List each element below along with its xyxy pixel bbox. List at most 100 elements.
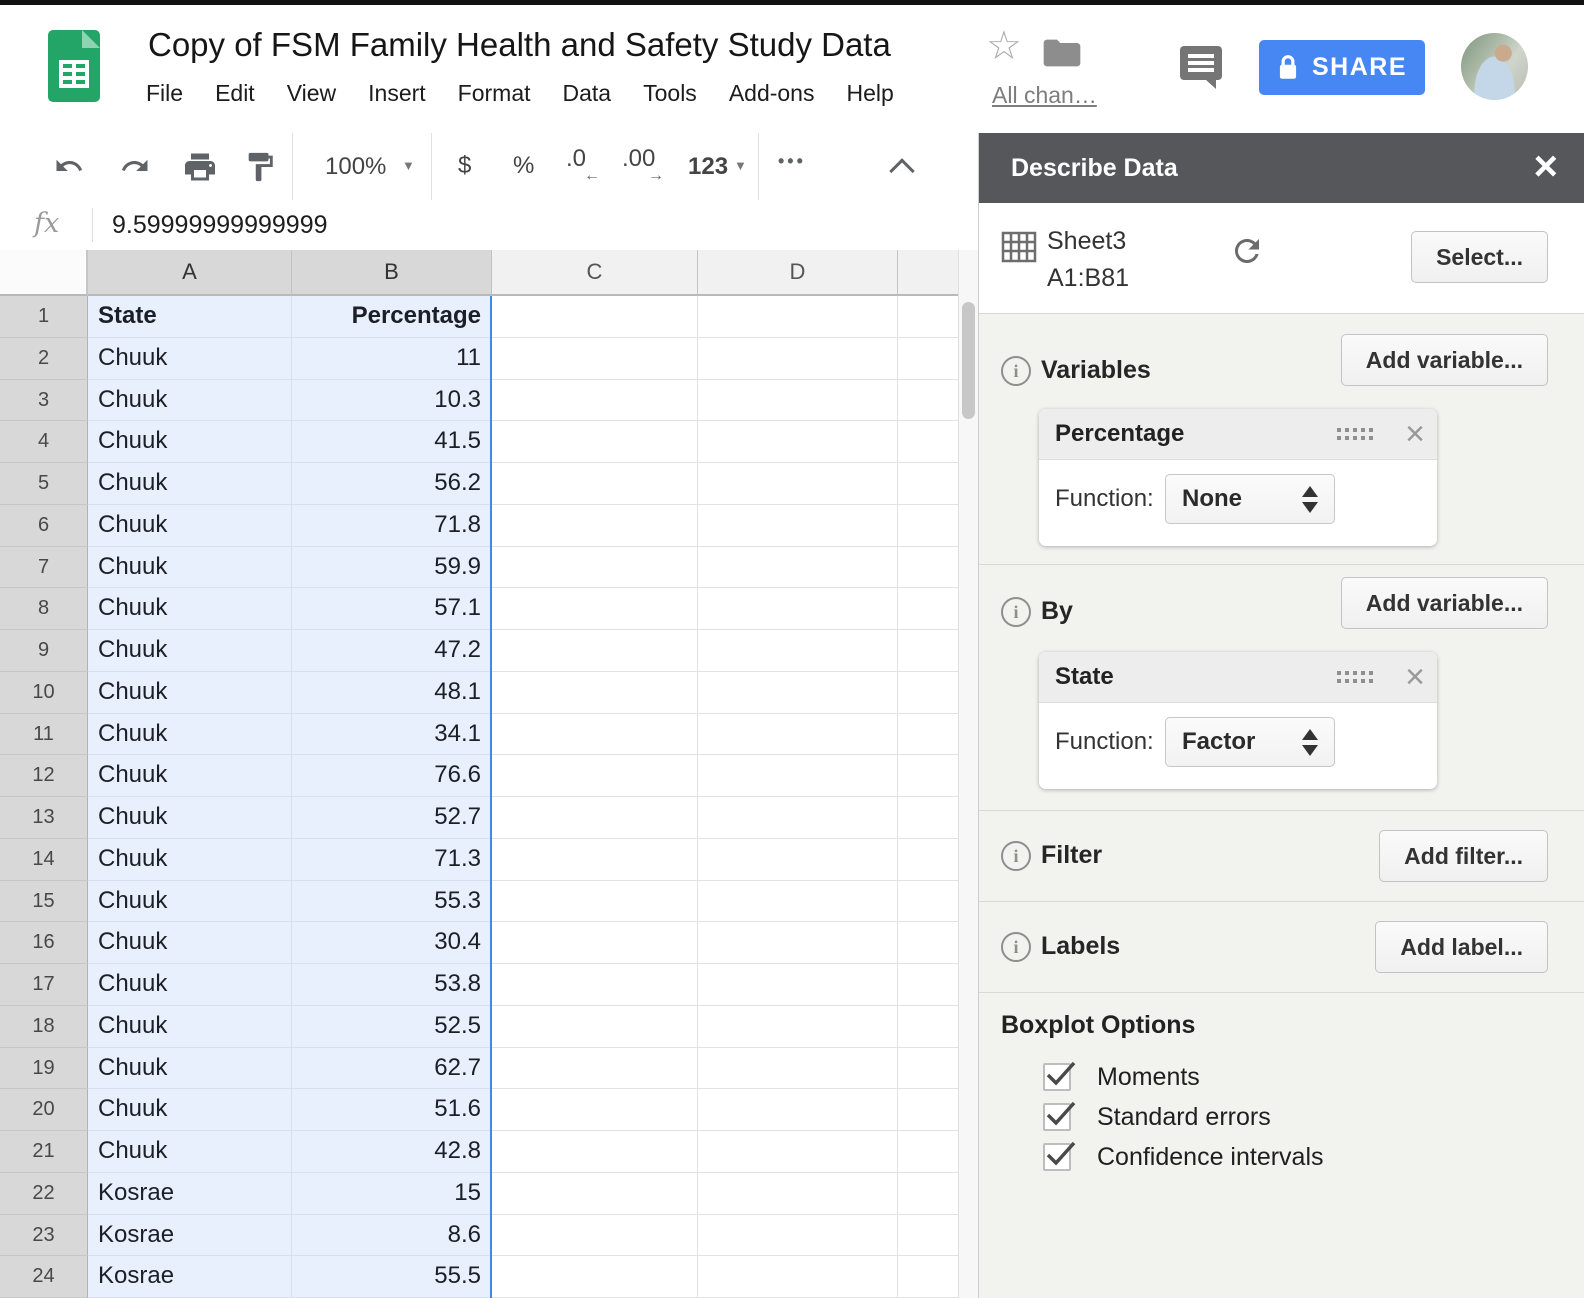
cell-b2[interactable]: 11 <box>292 337 492 380</box>
cell-a13[interactable]: Chuuk <box>88 797 292 839</box>
cell-d19[interactable] <box>698 1047 898 1090</box>
cell-d4[interactable] <box>698 421 898 463</box>
increase-decimals-button[interactable]: .00 <box>622 145 656 172</box>
row-header-13[interactable]: 13 <box>0 797 88 839</box>
zoom-select[interactable]: 100% <box>325 153 387 180</box>
cell-b7[interactable]: 59.9 <box>292 546 492 589</box>
menu-tools[interactable]: Tools <box>643 80 697 106</box>
cell-d18[interactable] <box>698 1005 898 1048</box>
cell-partial-5[interactable] <box>898 463 958 505</box>
cell-b4[interactable]: 41.5 <box>292 421 492 463</box>
cell-a11[interactable]: Chuuk <box>88 713 292 756</box>
cell-c13[interactable] <box>492 797 698 839</box>
cell-c12[interactable] <box>492 755 698 797</box>
checkbox-standard-errors[interactable] <box>1043 1101 1076 1131</box>
cell-c9[interactable] <box>492 630 698 672</box>
row-header-5[interactable]: 5 <box>0 463 88 505</box>
cell-partial-4[interactable] <box>898 421 958 463</box>
cell-partial-19[interactable] <box>898 1048 958 1090</box>
cell-c4[interactable] <box>492 421 698 463</box>
row-header-7[interactable]: 7 <box>0 546 88 589</box>
cell-d3[interactable] <box>698 379 898 422</box>
row-header-3[interactable]: 3 <box>0 379 88 422</box>
cell-partial-6[interactable] <box>898 505 958 547</box>
info-icon[interactable]: i <box>1001 932 1031 962</box>
add-by-variable-button[interactable]: Add variable... <box>1340 577 1548 629</box>
cell-c17[interactable] <box>492 964 698 1006</box>
cell-a4[interactable]: Chuuk <box>88 421 292 463</box>
row-header-16[interactable]: 16 <box>0 922 88 964</box>
cell-d13[interactable] <box>698 797 898 839</box>
cell-c6[interactable] <box>492 504 698 547</box>
cell-c22[interactable] <box>492 1172 698 1215</box>
cell-c14[interactable] <box>492 838 698 881</box>
cell-b19[interactable]: 62.7 <box>292 1047 492 1090</box>
cell-partial-14[interactable] <box>898 839 958 881</box>
cell-b23[interactable]: 8.6 <box>292 1214 492 1257</box>
cell-a9[interactable]: Chuuk <box>88 630 292 672</box>
menu-file[interactable]: File <box>146 80 184 106</box>
cell-partial-15[interactable] <box>898 881 958 923</box>
add-label-button[interactable]: Add label... <box>1375 921 1548 973</box>
menu-view[interactable]: View <box>286 80 337 106</box>
remove-by-variable-icon[interactable]: × <box>1405 658 1425 696</box>
menu-add-ons[interactable]: Add-ons <box>728 80 815 106</box>
share-button[interactable]: SHARE <box>1259 40 1425 95</box>
cell-partial-23[interactable] <box>898 1215 958 1257</box>
cell-b18[interactable]: 52.5 <box>292 1005 492 1048</box>
cell-b5[interactable]: 56.2 <box>292 463 492 505</box>
cell-d17[interactable] <box>698 964 898 1006</box>
row-header-20[interactable]: 20 <box>0 1089 88 1131</box>
cell-d15[interactable] <box>698 880 898 923</box>
comment-icon[interactable] <box>1180 46 1224 90</box>
add-filter-button[interactable]: Add filter... <box>1379 830 1548 882</box>
format-percent-button[interactable]: % <box>513 152 535 179</box>
cell-d8[interactable] <box>698 588 898 630</box>
menu-insert[interactable]: Insert <box>368 80 426 106</box>
menu-help[interactable]: Help <box>846 80 894 106</box>
format-currency-button[interactable]: $ <box>458 152 472 179</box>
cell-partial-1[interactable] <box>898 296 958 338</box>
info-icon[interactable]: i <box>1001 841 1031 871</box>
cell-partial-7[interactable] <box>898 547 958 589</box>
cell-d23[interactable] <box>698 1214 898 1257</box>
all-changes-link[interactable]: All chan… <box>992 82 1097 108</box>
cell-a1[interactable]: State <box>88 296 292 338</box>
menu-data[interactable]: Data <box>562 80 612 106</box>
folder-icon[interactable] <box>1042 36 1082 70</box>
cell-d6[interactable] <box>698 504 898 547</box>
function-select[interactable]: Factor <box>1165 717 1335 767</box>
cell-d1[interactable] <box>698 296 898 338</box>
cell-partial-21[interactable] <box>898 1131 958 1173</box>
cell-a15[interactable]: Chuuk <box>88 880 292 923</box>
scrollbar-thumb[interactable] <box>962 302 975 419</box>
select-all-corner[interactable] <box>0 250 88 296</box>
menu-edit[interactable]: Edit <box>215 80 255 106</box>
cell-c24[interactable] <box>492 1256 698 1298</box>
row-header-22[interactable]: 22 <box>0 1172 88 1215</box>
row-header-6[interactable]: 6 <box>0 504 88 547</box>
cell-c16[interactable] <box>492 922 698 964</box>
cell-a2[interactable]: Chuuk <box>88 337 292 380</box>
paint-format-icon[interactable] <box>243 149 277 185</box>
redo-icon[interactable] <box>118 151 152 181</box>
row-header-15[interactable]: 15 <box>0 880 88 923</box>
cell-partial-20[interactable] <box>898 1089 958 1131</box>
column-header-a[interactable]: A <box>88 250 292 296</box>
row-header-14[interactable]: 14 <box>0 838 88 881</box>
cell-partial-8[interactable] <box>898 588 958 630</box>
document-title[interactable]: Copy of FSM Family Health and Safety Stu… <box>148 26 891 63</box>
cell-a20[interactable]: Chuuk <box>88 1089 292 1131</box>
row-header-18[interactable]: 18 <box>0 1005 88 1048</box>
cell-b13[interactable]: 52.7 <box>292 797 492 839</box>
row-header-1[interactable]: 1 <box>0 296 88 338</box>
avatar[interactable] <box>1461 33 1528 100</box>
cell-b24[interactable]: 55.5 <box>292 1256 492 1298</box>
cell-c10[interactable] <box>492 671 698 714</box>
cell-a7[interactable]: Chuuk <box>88 546 292 589</box>
cell-c21[interactable] <box>492 1131 698 1173</box>
cell-c11[interactable] <box>492 713 698 756</box>
cell-d20[interactable] <box>698 1089 898 1131</box>
cell-c15[interactable] <box>492 880 698 923</box>
cell-a22[interactable]: Kosrae <box>88 1172 292 1215</box>
